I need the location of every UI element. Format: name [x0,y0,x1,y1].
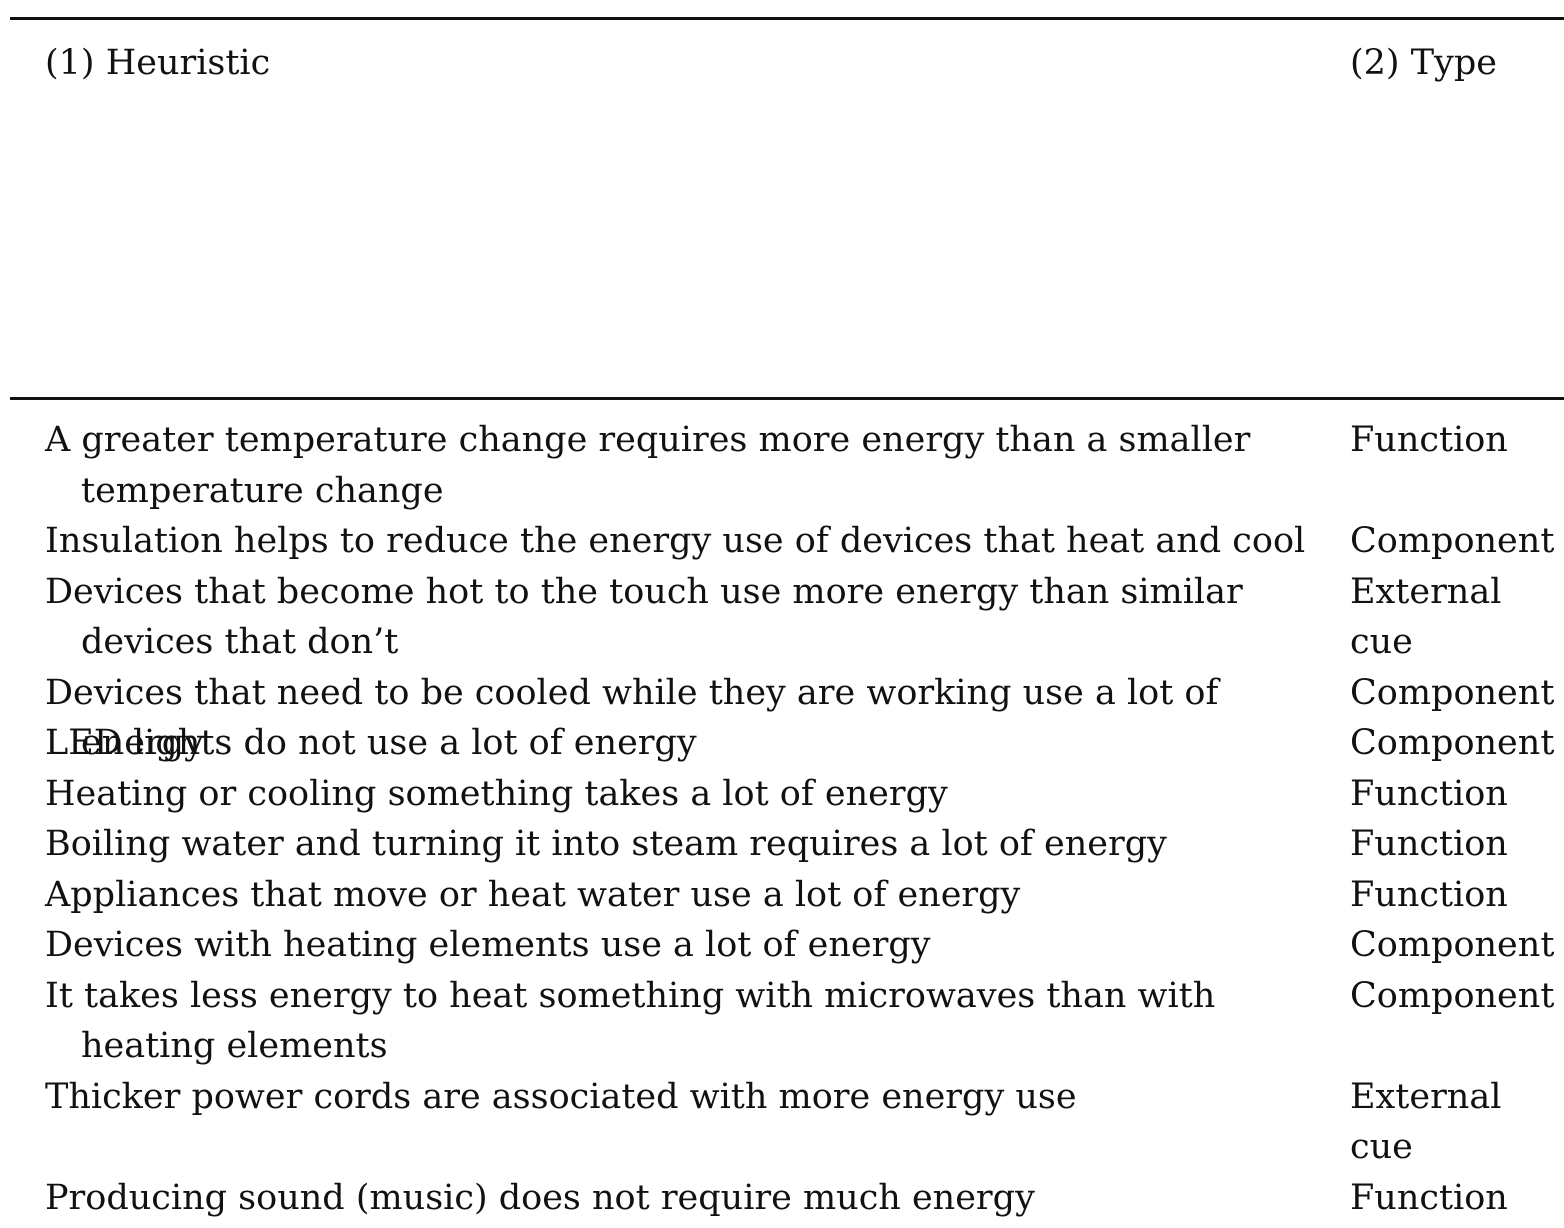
table-row: Devices with heating elements use a lot … [0,920,1564,971]
type-cell: Component [1350,672,1555,713]
table-row: Boiling water and turning it into steam … [0,819,1564,870]
type-cell: Function [1350,1177,1508,1218]
header-heuristic: (1) Heuristic [45,43,271,83]
table-row: Devices that become hot to the touch use… [0,567,1564,668]
type-cell: Component [1350,975,1555,1016]
type-cell: Component [1350,925,1555,965]
table-row: A greater temperature change requires mo… [0,415,1564,516]
table-row: Producing sound (music) does not require… [0,1173,1564,1224]
heuristic-cell: Devices with heating elements use a lot … [45,925,931,965]
table-row: Appliances that move or heat water use a… [0,870,1564,921]
type-cell: Function [1350,874,1508,915]
heuristic-cell: It takes less energy to heat something w… [45,975,1216,1067]
heuristic-cell: Heating or cooling something takes a lot… [45,773,948,814]
type-cell: External cue [1350,1076,1502,1168]
table-row: Heating or cooling something takes a lot… [0,769,1564,820]
heuristic-cell: Appliances that move or heat water use a… [45,874,1021,915]
heuristic-cell: Boiling water and turning it into steam … [45,824,1167,864]
heuristic-cell: LED lights do not use a lot of energy [45,723,697,763]
heuristic-cell: Thicker power cords are associated with … [45,1076,1077,1117]
heuristic-cell: Producing sound (music) does not require… [45,1177,1035,1218]
table-top-rule [10,17,1564,20]
table-row: Insulation helps to reduce the energy us… [0,516,1564,567]
type-cell: External cue [1350,571,1502,663]
type-cell: Function [1350,773,1508,814]
table-row: LED lights do not use a lot of energy Com… [0,718,1564,769]
table-header-rule [10,397,1564,400]
heuristic-cell: Insulation helps to reduce the energy us… [45,521,1306,561]
header-type: (2) Type [1350,43,1497,83]
table-row: It takes less energy to heat something w… [0,971,1564,1072]
table-row: Thicker power cords are associated with … [0,1072,1564,1173]
table-header-row: (1) Heuristic (2) Type [0,38,1564,88]
heuristic-cell: A greater temperature change requires mo… [45,420,1251,511]
type-cell: Function [1350,420,1508,460]
type-cell: Component [1350,723,1555,763]
type-cell: Component [1350,521,1555,561]
heuristic-cell: Devices that need to be cooled while the… [45,672,1219,764]
type-cell: Function [1350,824,1508,864]
table-row: Devices that need to be cooled while the… [0,668,1564,764]
table-body: A greater temperature change requires mo… [0,415,1564,1223]
heuristic-cell: Devices that become hot to the touch use… [45,571,1243,663]
